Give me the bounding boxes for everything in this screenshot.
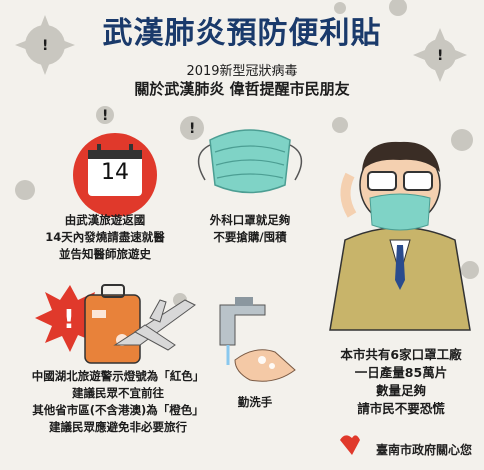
tip-line: 本市共有6家口罩工廠 <box>340 347 462 362</box>
subtitle-reminder: 關於武漢肺炎 偉哲提醒市民朋友 <box>134 80 350 98</box>
tip-travel-history: 由武漢旅遊返國 14天內發燒請盡速就醫 並告知醫師旅遊史 <box>30 212 180 263</box>
tip-line: 其他省市區(不含港澳)為「橙色」 <box>32 403 204 417</box>
tip-line: 建議民眾應避免非必要旅行 <box>49 420 187 434</box>
tip-line: 14天內發燒請盡速就醫 <box>45 230 165 244</box>
calendar-icon <box>73 133 157 217</box>
surgical-mask-icon <box>197 129 303 194</box>
mayor-illustration-icon <box>329 141 471 331</box>
exclamation-icon: ! <box>42 38 48 54</box>
tip-surgical-mask: 外科口罩就足夠 不要搶購/囤積 <box>180 212 320 246</box>
tip-line: 由武漢旅遊返國 <box>64 213 146 227</box>
faucet-handwash-icon <box>219 297 296 382</box>
subtitle-virus-name: 2019新型冠狀病毒 <box>186 64 298 79</box>
poster-title: 武漢肺炎預防便利貼 <box>102 16 382 51</box>
tip-mask-supply: 本市共有6家口罩工廠 一日產量85萬片 數量足夠 請市民不要恐慌 <box>318 346 484 418</box>
airplane-icon <box>113 299 196 351</box>
virus-icon <box>15 0 479 307</box>
tip-line: 建議民眾不宜前往 <box>72 386 164 400</box>
footer-credit: 臺南市政府關心您 <box>375 443 472 457</box>
calendar-day: 14 <box>101 160 129 185</box>
tip-line: 中國湖北旅遊警示燈號為「紅色」 <box>31 369 205 383</box>
exclamation-icon: ! <box>102 108 108 124</box>
exclamation-icon: ! <box>437 48 443 64</box>
tip-line: 勤洗手 <box>237 395 273 409</box>
tip-line: 不要搶購/囤積 <box>213 230 287 244</box>
tip-travel-alert: 中國湖北旅遊警示燈號為「紅色」 建議民眾不宜前往 其他省市區(不含港澳)為「橙色… <box>8 368 228 436</box>
tip-line: 數量足夠 <box>375 383 426 398</box>
tainan-logo-icon <box>340 435 360 455</box>
tip-handwash: 勤洗手 <box>215 394 295 411</box>
tip-line: 外科口罩就足夠 <box>209 213 291 227</box>
tip-line: 並告知醫師旅遊史 <box>59 247 151 261</box>
tip-line: 一日產量85萬片 <box>354 365 448 380</box>
exclamation-icon: ! <box>189 121 195 137</box>
suitcase-icon <box>84 284 141 364</box>
svg-text:!: ! <box>63 305 75 335</box>
tip-line: 請市民不要恐慌 <box>357 401 445 416</box>
